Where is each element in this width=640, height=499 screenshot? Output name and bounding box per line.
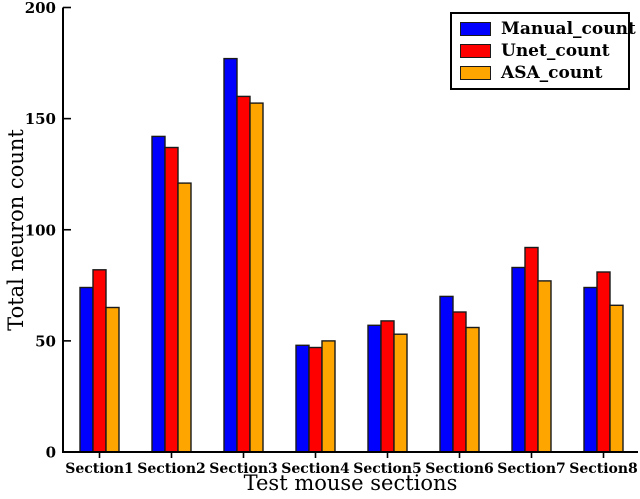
bar-section4-manual_count [295, 344, 310, 453]
x-axis-label: Test mouse sections [243, 471, 458, 495]
x-tick-label: Section6 [425, 461, 494, 477]
x-tick-label: Section3 [209, 461, 278, 477]
y-tick-label: 100 [25, 221, 56, 239]
bar-section3-unet_count [236, 95, 251, 453]
unet-count-swatch-icon [460, 44, 491, 58]
legend-label-asa-count: ASA_count [501, 63, 603, 83]
y-axis-label: Total neuron count [4, 129, 28, 331]
y-tick-label: 0 [46, 444, 56, 462]
x-tick-label: Section2 [137, 461, 206, 477]
x-tick-label: Section4 [281, 461, 350, 477]
bar-section5-unet_count [380, 320, 395, 453]
manual-count-swatch-icon [460, 22, 491, 36]
bar-section8-asa_count [609, 304, 624, 453]
bar-section5-asa_count [393, 333, 408, 453]
bar-section8-unet_count [596, 271, 611, 453]
bar-section4-asa_count [321, 340, 336, 453]
bar-section2-unet_count [164, 146, 179, 453]
x-tick-label: Section5 [353, 461, 422, 477]
legend-item-unet-count: Unet_count [460, 41, 620, 61]
bar-section3-manual_count [223, 57, 238, 453]
y-tick-label: 50 [35, 332, 56, 350]
bar-section5-manual_count [367, 324, 382, 453]
bar-section2-asa_count [177, 182, 192, 453]
legend-item-manual-count: Manual_count [460, 19, 636, 39]
y-tick-label: 200 [25, 0, 56, 17]
bar-section7-asa_count [537, 280, 552, 453]
bar-section6-unet_count [452, 311, 467, 453]
legend-label-manual-count: Manual_count [501, 19, 636, 39]
bar-section6-asa_count [465, 326, 480, 453]
y-tick-label: 150 [25, 110, 56, 128]
legend-label-unet-count: Unet_count [501, 41, 610, 61]
x-tick-label: Section1 [65, 461, 134, 477]
legend-item-asa-count: ASA_count [460, 63, 620, 83]
bar-section1-asa_count [105, 306, 120, 453]
x-tick-label: Section7 [497, 461, 566, 477]
asa-count-swatch-icon [460, 66, 491, 80]
bar-section7-unet_count [524, 246, 539, 453]
bar-section4-unet_count [308, 346, 323, 453]
bar-section1-unet_count [92, 269, 107, 453]
bar-section2-manual_count [151, 135, 166, 453]
x-tick-label: Section8 [569, 461, 638, 477]
bar-section7-manual_count [511, 266, 526, 453]
bar-section6-manual_count [439, 295, 454, 453]
bar-section3-asa_count [249, 102, 264, 453]
bar-section8-manual_count [583, 286, 598, 453]
legend: Manual_count Unet_count ASA_count [450, 12, 636, 90]
bar-section1-manual_count [79, 286, 94, 453]
